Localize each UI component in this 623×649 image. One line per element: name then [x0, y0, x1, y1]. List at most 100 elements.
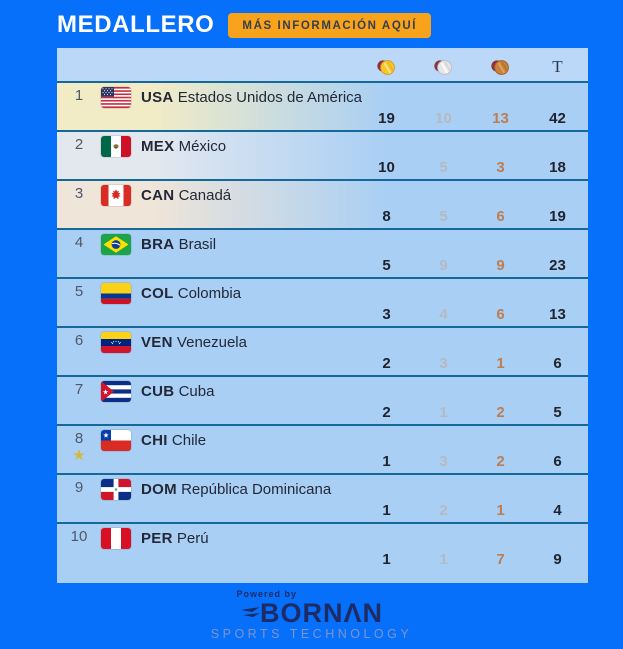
country-label: DOM República Dominicana — [141, 479, 331, 500]
country-code: USA — [141, 89, 174, 106]
country-label: VEN Venezuela — [141, 332, 247, 353]
table-row: 6 ★ VEN Venezuela 2 3 1 6 — [57, 326, 588, 375]
page-title: MEDALLERO — [57, 11, 215, 38]
total-count: 42 — [549, 110, 566, 127]
total-count: 18 — [549, 159, 566, 176]
country-flag-icon — [101, 185, 131, 206]
total-count: 9 — [553, 551, 562, 568]
country-flag-icon — [101, 430, 131, 451]
silver-count: 4 — [439, 306, 448, 323]
medal-counts: 1 1 7 9 — [358, 551, 586, 568]
medal-counts: 5 9 9 23 — [358, 257, 586, 274]
total-count: 5 — [553, 404, 562, 421]
gold-medal-icon — [377, 58, 396, 77]
bronze-medal-icon — [491, 58, 510, 77]
gold-count: 1 — [382, 502, 391, 519]
silver-count: 3 — [439, 453, 448, 470]
country-flag-icon — [101, 332, 131, 353]
rank-cell: 5 ★ — [57, 283, 101, 317]
rank-cell: 4 ★ — [57, 234, 101, 268]
bronze-column-header — [472, 57, 529, 77]
country-code: PER — [141, 530, 173, 547]
country-flag-icon — [101, 234, 131, 255]
table-row: 10 ★ PER Perú 1 1 7 9 — [57, 522, 588, 571]
bronze-count: 3 — [496, 159, 505, 176]
total-count: 6 — [553, 355, 562, 372]
country-code: VEN — [141, 334, 173, 351]
gold-count: 5 — [382, 257, 391, 274]
total-column-label: T — [552, 57, 563, 76]
rank-number: 4 — [74, 234, 84, 251]
total-count: 23 — [549, 257, 566, 274]
country-label: USA Estados Unidos de América — [141, 87, 362, 108]
country-label: CAN Canadá — [141, 185, 231, 206]
brand-name: BORNΛN — [259, 598, 383, 628]
table-row: 1 ★ USA Estados Unidos de América 19 10 … — [57, 81, 588, 130]
table-row: 7 ★ CUB Cuba 2 1 2 5 — [57, 375, 588, 424]
country-flag-icon — [101, 479, 131, 500]
table-row: 5 ★ COL Colombia 3 4 6 13 — [57, 277, 588, 326]
gold-count: 3 — [382, 306, 391, 323]
table-row: 9 ★ DOM República Dominicana 1 2 1 4 — [57, 473, 588, 522]
footer-logo: Powered by BORNΛN SPORTS TECHNOLOGY — [0, 589, 623, 641]
rank-number: 2 — [74, 136, 84, 153]
table-header: T — [57, 48, 588, 81]
rank-cell: 6 ★ — [57, 332, 101, 366]
rank-number: 7 — [74, 381, 84, 398]
gold-count: 8 — [382, 208, 391, 225]
table-row: 8 ★ CHI Chile 1 3 2 6 — [57, 424, 588, 473]
country-code: MEX — [141, 138, 175, 155]
country-name: Estados Unidos de América — [177, 89, 363, 106]
country-label: BRA Brasil — [141, 234, 216, 255]
table-row: 3 ★ CAN Canadá 8 5 6 19 — [57, 179, 588, 228]
rank-cell: 8 ★ — [57, 430, 101, 464]
powered-by-text: Powered by — [236, 589, 298, 599]
rank-cell: 2 ★ — [57, 136, 101, 170]
country-code: CUB — [141, 383, 175, 400]
country-code: BRA — [141, 236, 175, 253]
rank-number: 1 — [74, 87, 84, 104]
country-name: Perú — [176, 530, 209, 547]
rank-number: 5 — [74, 283, 84, 300]
country-label: MEX México — [141, 136, 226, 157]
country-flag-icon — [101, 283, 131, 304]
country-label: CUB Cuba — [141, 381, 214, 402]
gold-count: 10 — [378, 159, 395, 176]
bronze-count: 13 — [492, 110, 509, 127]
silver-column-header — [415, 57, 472, 77]
country-name: México — [178, 138, 227, 155]
bronze-count: 1 — [496, 502, 505, 519]
brand-tagline: SPORTS TECHNOLOGY — [210, 627, 413, 641]
bronze-count: 9 — [496, 257, 505, 274]
country-name: Canadá — [178, 187, 232, 204]
medal-table: T 1 ★ USA Estados Unidos de América 19 1… — [57, 48, 588, 583]
bronze-count: 7 — [496, 551, 505, 568]
country-flag-icon — [101, 528, 131, 549]
rank-number: 9 — [74, 479, 84, 496]
bornan-wing-icon — [240, 607, 260, 617]
total-count: 4 — [553, 502, 562, 519]
bronze-count: 2 — [496, 453, 505, 470]
country-label: COL Colombia — [141, 283, 241, 304]
top-bar: MEDALLERO MÁS INFORMACIÓN AQUÍ — [57, 10, 588, 40]
country-code: DOM — [141, 481, 177, 498]
gold-count: 19 — [378, 110, 395, 127]
bronze-count: 2 — [496, 404, 505, 421]
medal-counts: 10 5 3 18 — [358, 159, 586, 176]
silver-count: 1 — [439, 551, 448, 568]
country-label: PER Perú — [141, 528, 209, 549]
silver-count: 10 — [435, 110, 452, 127]
country-label: CHI Chile — [141, 430, 206, 451]
gold-count: 1 — [382, 551, 391, 568]
silver-count: 3 — [439, 355, 448, 372]
silver-medal-icon — [434, 58, 453, 77]
rank-number: 10 — [70, 528, 88, 545]
medal-counts: 1 2 1 4 — [358, 502, 586, 519]
gold-count: 2 — [382, 404, 391, 421]
silver-count: 2 — [439, 502, 448, 519]
gold-column-header — [358, 57, 415, 77]
gold-count: 1 — [382, 453, 391, 470]
more-info-button[interactable]: MÁS INFORMACIÓN AQUÍ — [228, 12, 432, 38]
medal-counts: 2 1 2 5 — [358, 404, 586, 421]
medal-counts: 2 3 1 6 — [358, 355, 586, 372]
